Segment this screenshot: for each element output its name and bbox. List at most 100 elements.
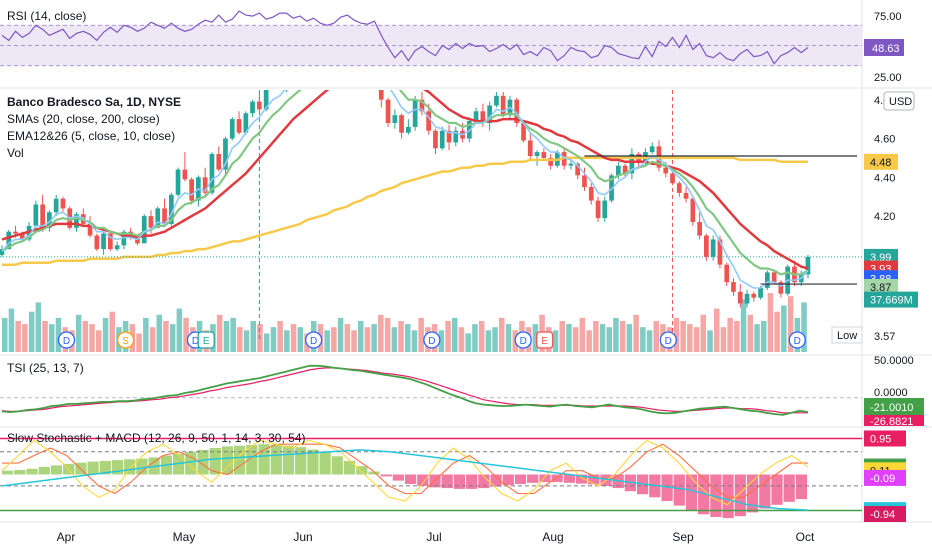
candle[interactable]	[731, 282, 736, 292]
candle[interactable]	[622, 165, 628, 174]
candle[interactable]	[710, 239, 716, 257]
candle[interactable]	[101, 233, 106, 250]
candle[interactable]	[87, 223, 93, 236]
event-marker-dividend[interactable]: D	[788, 331, 806, 349]
candle[interactable]	[378, 80, 384, 100]
candle[interactable]	[575, 163, 580, 176]
horizontal-lines[interactable]	[584, 155, 857, 285]
candle[interactable]	[209, 154, 215, 193]
candle[interactable]	[298, 67, 303, 79]
candle[interactable]	[53, 198, 59, 213]
candle[interactable]	[229, 119, 235, 139]
candle[interactable]	[602, 200, 608, 219]
candle[interactable]	[13, 231, 18, 234]
candle[interactable]	[676, 183, 682, 193]
candle[interactable]	[385, 99, 391, 123]
candle[interactable]	[426, 111, 431, 131]
candle[interactable]	[541, 152, 547, 158]
stochastic-macd-title[interactable]: Slow Stochastic + MACD (12, 26, 9, 50, 1…	[7, 431, 306, 445]
candle[interactable]	[135, 237, 140, 244]
candle[interactable]	[595, 200, 601, 219]
candle[interactable]	[616, 165, 621, 176]
candle[interactable]	[473, 111, 479, 121]
candle[interactable]	[534, 152, 540, 156]
candle[interactable]	[737, 291, 743, 304]
candle[interactable]	[663, 167, 669, 174]
event-marker-dividend[interactable]: D	[423, 331, 441, 349]
candle[interactable]	[318, 71, 323, 75]
candle[interactable]	[670, 173, 675, 184]
instrument-name[interactable]: Banco Bradesco Sa, 1D, NYSE	[7, 95, 181, 109]
candle[interactable]	[291, 71, 296, 79]
candle[interactable]	[521, 123, 526, 141]
candle[interactable]	[399, 115, 404, 133]
candle[interactable]	[284, 71, 289, 89]
candle[interactable]	[263, 88, 269, 110]
candle[interactable]	[805, 256, 811, 275]
event-marker-dividend[interactable]: D	[514, 331, 532, 349]
candle[interactable]	[683, 192, 689, 199]
candle[interactable]	[74, 214, 79, 228]
candle[interactable]	[304, 67, 309, 75]
candle[interactable]	[216, 154, 222, 170]
candle[interactable]	[392, 115, 398, 123]
candle[interactable]	[33, 204, 39, 226]
event-marker-dividend[interactable]: D	[659, 331, 677, 349]
candle[interactable]	[724, 264, 730, 283]
candle[interactable]	[108, 233, 113, 250]
candle[interactable]	[311, 71, 316, 75]
candle[interactable]	[155, 208, 161, 228]
candle[interactable]	[514, 99, 520, 123]
candle[interactable]	[494, 95, 499, 106]
candle[interactable]	[758, 288, 763, 298]
time-axis[interactable]: Apr May Jun Jul Aug Sep Oct	[57, 530, 815, 544]
candle[interactable]	[182, 169, 188, 180]
candle[interactable]	[223, 138, 228, 170]
rsi-pane[interactable]: RSI (14, close) 75.00 25.00 48.63	[0, 9, 904, 84]
candle[interactable]	[419, 99, 425, 112]
tsi-pane[interactable]: TSI (25, 13, 7) 50.0000 0.0000 -26.8821 …	[0, 355, 924, 428]
candle[interactable]	[202, 177, 208, 193]
candle[interactable]	[60, 198, 66, 209]
tsi-title[interactable]: TSI (25, 13, 7)	[7, 361, 84, 375]
candle[interactable]	[47, 212, 52, 228]
candle[interactable]	[717, 239, 723, 265]
candle[interactable]	[778, 282, 784, 294]
candle[interactable]	[121, 231, 127, 246]
stochastic-macd-pane[interactable]: Slow Stochastic + MACD (12, 26, 9, 50, 1…	[0, 430, 906, 522]
candle[interactable]	[189, 179, 194, 201]
rsi-title[interactable]: RSI (14, close)	[7, 9, 86, 23]
candle[interactable]	[588, 187, 594, 201]
event-marker-split[interactable]: S	[116, 331, 135, 349]
event-marker-dividend[interactable]: D	[57, 331, 76, 349]
candle[interactable]	[114, 245, 120, 250]
candle[interactable]	[500, 95, 506, 116]
currency-label[interactable]: USD	[889, 96, 912, 108]
candle[interactable]	[236, 119, 242, 133]
candle[interactable]	[527, 140, 533, 157]
candle[interactable]	[19, 233, 25, 240]
candle[interactable]	[704, 235, 709, 257]
candle[interactable]	[162, 208, 167, 224]
candle[interactable]	[568, 163, 574, 166]
candle[interactable]	[6, 231, 12, 250]
candle[interactable]	[480, 111, 486, 123]
candle[interactable]	[765, 272, 770, 288]
candles[interactable]	[0, 32, 811, 308]
candle[interactable]	[40, 204, 45, 228]
candle[interactable]	[169, 194, 174, 224]
candle[interactable]	[453, 130, 459, 143]
candle[interactable]	[243, 113, 249, 133]
indicator-smas[interactable]: SMAs (20, close, 200, close)	[7, 112, 160, 126]
candle[interactable]	[257, 101, 262, 110]
candle[interactable]	[582, 175, 587, 187]
candle[interactable]	[439, 130, 445, 149]
candle[interactable]	[697, 222, 702, 236]
event-marker-earnings[interactable]: E	[197, 331, 215, 349]
candle[interactable]	[744, 293, 750, 304]
indicator-emas[interactable]: EMA12&26 (5, close, 10, close)	[7, 129, 175, 143]
candle[interactable]	[406, 126, 411, 133]
candle[interactable]	[751, 293, 757, 298]
